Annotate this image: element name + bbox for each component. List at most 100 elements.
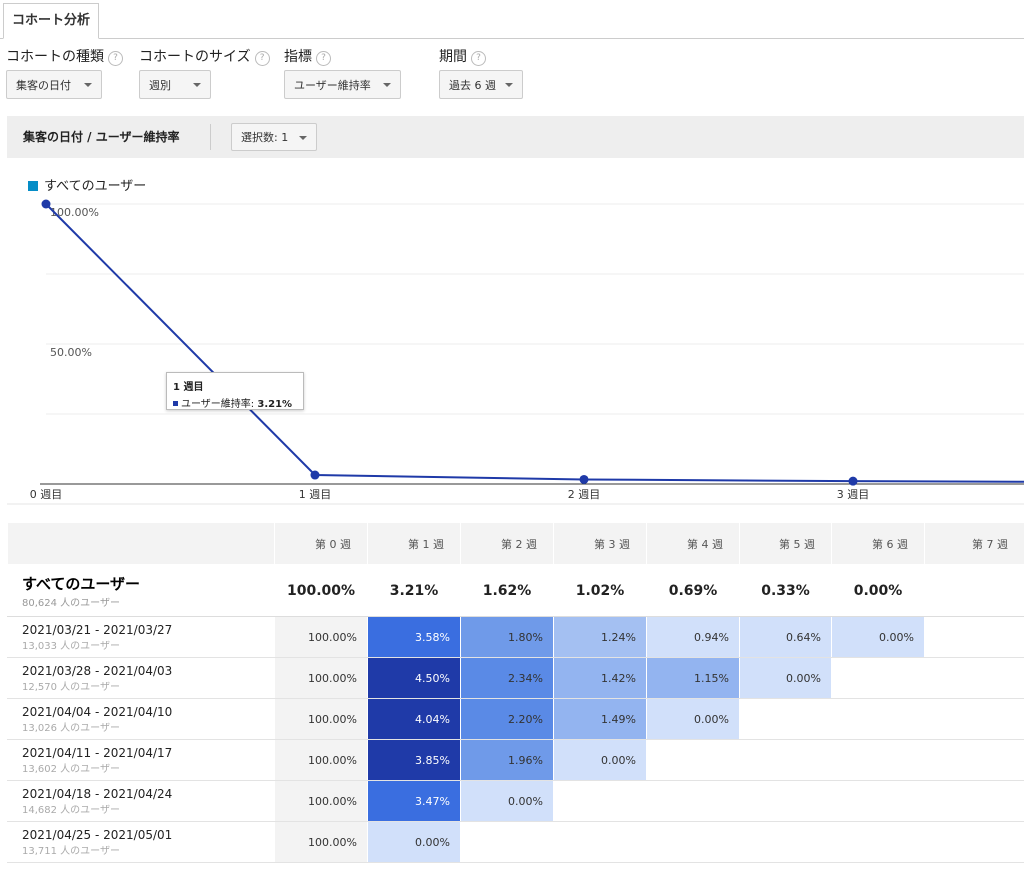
retention-cell[interactable]: 100.00% [274,698,368,740]
chart-legend: すべてのユーザー [28,175,146,194]
retention-cell[interactable]: 100.00% [274,616,368,658]
tab-cohort-analysis[interactable]: コホート分析 [3,3,100,39]
total-value-cell: 1.02% [553,564,647,617]
total-value-cell: 0.00% [831,564,925,617]
help-icon[interactable]: ? [316,51,331,66]
help-icon[interactable]: ? [254,51,270,66]
total-value-cell: 3.21% [367,564,461,617]
retention-cell[interactable]: 1.80% [460,616,554,658]
retention-cell[interactable]: 0.00% [646,698,740,740]
retention-cell[interactable]: 4.04% [367,698,461,740]
chevron-down-icon [84,83,92,87]
retention-cell[interactable]: 100.00% [274,739,368,781]
selection-dropdown[interactable]: 選択数: 1 [231,123,317,151]
y-tick-label: 50.00% [50,346,92,359]
help-icon[interactable]: ? [108,51,123,66]
table-row: 2021/04/04 - 2021/04/10 13,026 人のユーザー 100.… [7,698,1024,740]
retention-cell [924,780,1024,822]
table-row: 2021/03/28 - 2021/04/03 12,570 人のユーザー 100.… [7,657,1024,699]
period-dropdown[interactable]: 過去 6 週 [439,70,523,99]
y-tick-label: 100.00% [50,206,99,219]
retention-cell[interactable]: 100.00% [274,780,368,822]
retention-cell[interactable]: 0.64% [739,616,832,658]
table-row: 2021/04/18 - 2021/04/24 14,682 人のユーザー 100.… [7,780,1024,822]
table-header-week: 第 6 週 [831,522,925,565]
retention-cell [739,780,832,822]
total-value-cell: 0.33% [739,564,832,617]
data-point[interactable] [579,474,589,484]
retention-cell[interactable]: 2.20% [460,698,554,740]
retention-cell[interactable]: 100.00% [274,821,368,863]
retention-cell[interactable]: 0.00% [367,821,461,863]
cohort-table: 第 0 週第 1 週第 2 週第 3 週第 4 週第 5 週第 6 週第 7 週… [7,522,1024,863]
table-header-week: 第 1 週 [367,522,461,565]
table-header-row: 第 0 週第 1 週第 2 週第 3 週第 4 週第 5 週第 6 週第 7 週 [7,522,1024,565]
table-row-total: すべてのユーザー 80,624 人のユーザー 100.00% 3.21% 1.62% 1.… [7,564,1024,617]
retention-cell [739,698,832,740]
cohort-date-range: 2021/04/04 - 2021/04/10 [22,704,173,719]
metric-dropdown[interactable]: ユーザー維持率 [284,70,401,99]
tooltip-value: 3.21% [257,399,293,410]
data-point[interactable] [848,476,858,486]
series-marker-icon [173,401,178,406]
retention-cell[interactable]: 0.00% [460,780,554,822]
period-value: 過去 6 週 [449,79,496,92]
cohort-size-dropdown[interactable]: 週別 [139,70,211,99]
retention-cell [553,780,647,822]
x-tick-label: 0 週目 [30,488,63,501]
retention-cell [924,616,1024,658]
retention-cell[interactable]: 0.94% [646,616,740,658]
table-header-week: 第 0 週 [274,522,368,565]
cohort-date-range: 2021/03/21 - 2021/03/27 [22,622,173,637]
retention-cell[interactable]: 3.47% [367,780,461,822]
retention-cell [831,739,925,781]
retention-cell[interactable]: 1.96% [460,739,554,781]
cohort-label-cell: 2021/04/18 - 2021/04/24 14,682 人のユーザー [7,780,275,822]
data-point[interactable] [310,470,320,480]
retention-cell [924,698,1024,740]
cohort-date-range: 2021/04/11 - 2021/04/17 [22,745,173,760]
chevron-down-icon [383,83,391,87]
retention-cell[interactable]: 0.00% [739,657,832,699]
x-tick-label: 3 週目 [837,488,870,501]
metric-label: 指標? [284,46,331,66]
period-label: 期間? [439,46,486,66]
retention-cell[interactable]: 2.34% [460,657,554,699]
retention-cell[interactable]: 0.00% [553,739,647,781]
retention-cell [646,780,740,822]
retention-cell [739,739,832,781]
tab-bar: コホート分析 [0,0,1024,39]
data-point[interactable] [41,199,51,209]
retention-cell[interactable]: 1.42% [553,657,647,699]
divider [210,124,211,150]
table-row: 2021/04/11 - 2021/04/17 13,602 人のユーザー 100.… [7,739,1024,781]
cohort-type-dropdown[interactable]: 集客の日付 [6,70,102,99]
total-users: 80,624 人のユーザー [22,597,120,609]
x-tick-label: 1 週目 [299,488,332,501]
cohort-date-range: 2021/04/18 - 2021/04/24 [22,786,173,801]
retention-cell[interactable]: 4.50% [367,657,461,699]
retention-cell[interactable]: 1.24% [553,616,647,658]
retention-cell[interactable]: 100.00% [274,657,368,699]
chevron-down-icon [193,83,201,87]
chart-header-bar: 集客の日付 / ユーザー維持率 選択数: 1 [7,116,1024,158]
cohort-users: 13,033 人のユーザー [22,640,120,652]
legend-label: すべてのユーザー [44,179,147,194]
chevron-down-icon [505,83,513,87]
retention-cell[interactable]: 1.49% [553,698,647,740]
retention-cell[interactable]: 0.00% [831,616,925,658]
retention-cell[interactable]: 3.85% [367,739,461,781]
selection-value: 選択数: 1 [241,131,289,144]
table-header-corner [7,522,275,565]
help-icon[interactable]: ? [471,51,486,66]
tooltip-body: ユーザー維持率: 3.21% [173,395,297,410]
table-row: 2021/03/21 - 2021/03/27 13,033 人のユーザー 100.… [7,616,1024,658]
retention-cell[interactable]: 3.58% [367,616,461,658]
cohort-date-range: 2021/03/28 - 2021/04/03 [22,663,173,678]
retention-cell[interactable]: 1.15% [646,657,740,699]
cohort-type-label: コホートの種類? [6,46,123,66]
chart-title: 集客の日付 / ユーザー維持率 [23,130,180,144]
table-header-week: 第 7 週 [924,522,1024,565]
cohort-label-cell: 2021/03/21 - 2021/03/27 13,033 人のユーザー [7,616,275,658]
table-header-week: 第 4 週 [646,522,740,565]
